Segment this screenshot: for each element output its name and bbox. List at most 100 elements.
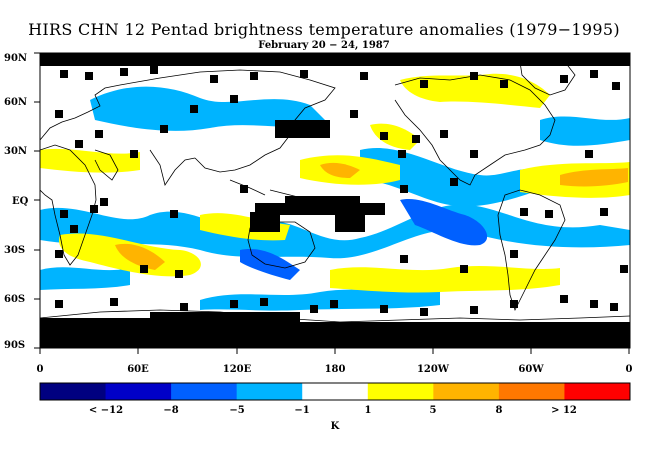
missing-cell-12 bbox=[85, 72, 93, 80]
indonesia-outline bbox=[229, 179, 311, 201]
colorbar-label-4: −1 bbox=[294, 405, 310, 416]
missing-cell-47 bbox=[520, 208, 528, 216]
missing-cell-60 bbox=[230, 300, 238, 308]
colorbar-swatch-7 bbox=[433, 383, 500, 400]
missing-cell-16 bbox=[250, 72, 258, 80]
antarctica-outline bbox=[40, 309, 630, 323]
colorbar-swatch-8 bbox=[498, 383, 565, 400]
lon-label-180: 180 bbox=[324, 364, 346, 375]
missing-cell-21 bbox=[500, 80, 508, 88]
missing-cell-42 bbox=[100, 198, 108, 206]
australia-outline bbox=[247, 221, 316, 269]
missing-cell-22 bbox=[560, 75, 568, 83]
missing-cell-27 bbox=[95, 130, 103, 138]
missing-cell-10 bbox=[275, 120, 330, 138]
lat-label-90n: 90N bbox=[4, 53, 28, 64]
anomaly-region-7 bbox=[400, 198, 488, 246]
lon-label-0: 0 bbox=[36, 364, 44, 375]
north-america-outline bbox=[394, 74, 556, 186]
missing-cell-49 bbox=[600, 208, 608, 216]
colorbar-swatch-4 bbox=[236, 383, 303, 400]
colorbar-label-1: < −12 bbox=[88, 405, 124, 416]
missing-cell-70 bbox=[610, 303, 618, 311]
axis-ticks bbox=[34, 52, 630, 354]
missing-cell-29 bbox=[160, 125, 168, 133]
missing-cell-13 bbox=[120, 68, 128, 76]
missing-cell-45 bbox=[400, 185, 408, 193]
missing-cell-24 bbox=[612, 82, 620, 90]
missing-cell-30 bbox=[190, 105, 198, 113]
missing-cell-67 bbox=[510, 300, 518, 308]
missing-cell-19 bbox=[420, 80, 428, 88]
missing-cell-65 bbox=[420, 308, 428, 316]
colorbar-unit: K bbox=[330, 421, 340, 432]
missing-cell-36 bbox=[440, 130, 448, 138]
coastlines bbox=[40, 57, 630, 323]
missing-cell-46 bbox=[450, 178, 458, 186]
missing-cell-25 bbox=[55, 110, 63, 118]
colorbar-swatch-1 bbox=[40, 383, 107, 400]
missing-cell-11 bbox=[60, 70, 68, 78]
missing-cell-7 bbox=[285, 196, 360, 205]
anomaly-region-2 bbox=[90, 86, 330, 131]
anomaly-region-4 bbox=[540, 116, 630, 146]
missing-cell-9 bbox=[335, 212, 365, 232]
lon-label-60e: 60E bbox=[127, 364, 149, 375]
missing-cell-15 bbox=[210, 75, 218, 83]
missing-cell-55 bbox=[510, 250, 518, 258]
colorbar-label-6: 5 bbox=[429, 405, 437, 416]
missing-cell-34 bbox=[398, 150, 406, 158]
lat-label-30n: 30N bbox=[4, 146, 28, 157]
missing-cell-69 bbox=[590, 300, 598, 308]
missing-cell-32 bbox=[350, 110, 358, 118]
colorbar-label-7: 8 bbox=[495, 405, 503, 416]
asia-outline bbox=[119, 69, 336, 173]
colorbar-label-3: −5 bbox=[229, 405, 245, 416]
missing-cell-51 bbox=[140, 265, 148, 273]
missing-cell-50 bbox=[55, 250, 63, 258]
anomaly-region-15 bbox=[330, 266, 560, 293]
missing-cell-37 bbox=[470, 150, 478, 158]
lat-label-90s: 90S bbox=[4, 340, 26, 351]
map-title: HIRS CHN 12 Pentad brightness temperatur… bbox=[28, 20, 620, 39]
anomaly-region-3 bbox=[360, 147, 540, 207]
missing-cell-58 bbox=[110, 298, 118, 306]
missing-cell-52 bbox=[175, 270, 183, 278]
missing-cell-38 bbox=[585, 150, 593, 158]
missing-cell-43 bbox=[170, 210, 178, 218]
greenland-outline bbox=[519, 57, 576, 96]
anomaly-region-13 bbox=[200, 213, 290, 241]
missing-cell-18 bbox=[360, 72, 368, 80]
colorbar-label-2: −8 bbox=[163, 405, 179, 416]
missing-cell-59 bbox=[180, 303, 188, 311]
missing-cell-1 bbox=[40, 53, 630, 66]
anomaly-region-18 bbox=[115, 243, 165, 270]
missing-cell-23 bbox=[590, 70, 598, 78]
missing-cell-57 bbox=[55, 300, 63, 308]
arabia-india-outline bbox=[94, 149, 196, 186]
anomaly-region-1 bbox=[40, 204, 630, 259]
anomaly-region-11 bbox=[40, 148, 140, 173]
missing-cell-68 bbox=[560, 295, 568, 303]
missing-cell-62 bbox=[310, 305, 318, 313]
missing-cell-31 bbox=[230, 95, 238, 103]
colorbar-label-8: > 12 bbox=[551, 405, 577, 416]
colorbar-frame bbox=[39, 382, 631, 401]
missing-cell-39 bbox=[60, 210, 68, 218]
missing-cell-2 bbox=[40, 330, 630, 348]
africa-outline bbox=[40, 144, 97, 266]
colorbar-label-5: 1 bbox=[364, 405, 372, 416]
colorbar-swatch-2 bbox=[105, 383, 172, 400]
missing-cell-26 bbox=[75, 140, 83, 148]
anomaly-region-14 bbox=[400, 73, 550, 108]
missing-cell-28 bbox=[130, 150, 138, 158]
lat-label-30s: 30S bbox=[4, 245, 26, 256]
missing-cell-17 bbox=[300, 70, 308, 78]
missing-cell-35 bbox=[412, 135, 420, 143]
missing-cell-8 bbox=[250, 212, 280, 232]
map-subtitle: February 20 − 24, 1987 bbox=[258, 40, 390, 51]
europe-outline bbox=[40, 84, 121, 141]
lon-label-60w: 60W bbox=[518, 364, 544, 375]
missing-cell-3 bbox=[150, 312, 300, 332]
